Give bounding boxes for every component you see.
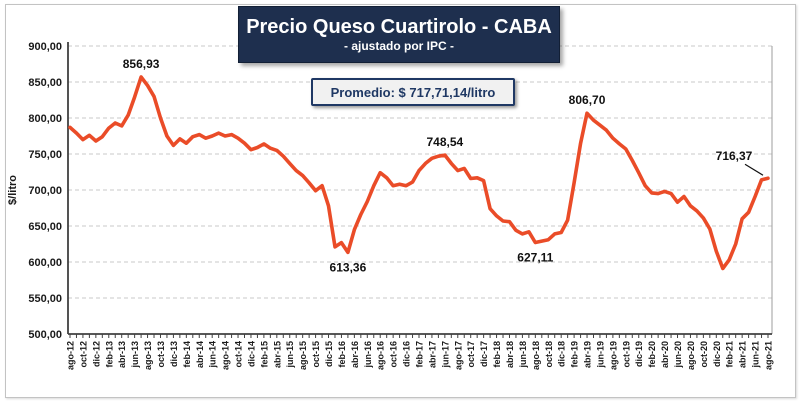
x-tick-label: jun-17	[440, 341, 450, 369]
x-tick-label: dic-19	[634, 341, 644, 367]
x-tick-label: feb-15	[259, 341, 269, 368]
x-tick-label: abr-13	[117, 341, 127, 368]
data-label-leader-line	[744, 163, 764, 176]
y-tick-label: 550,00	[28, 293, 62, 305]
x-tick-label: feb-20	[647, 341, 657, 368]
x-tick-label: jun-19	[595, 341, 605, 369]
x-tick-label: abr-15	[272, 341, 282, 368]
average-annotation: Promedio: $ 717,71,14/litro	[311, 78, 515, 106]
data-label: 716,37	[716, 149, 753, 163]
x-tick-label: oct-13	[156, 341, 166, 368]
x-tick-label: feb-13	[104, 341, 114, 368]
chart-title: Precio Queso Cuartirolo - CABA	[246, 15, 552, 38]
x-tick-label: ago-18	[531, 341, 541, 370]
x-tick-label: oct-15	[311, 341, 321, 368]
x-tick-label: feb-17	[415, 341, 425, 368]
x-tick-label: ago-21	[764, 341, 774, 370]
x-tick-label: dic-20	[712, 341, 722, 367]
x-tick-label: abr-16	[350, 341, 360, 368]
x-tick-label: jun-13	[130, 341, 140, 369]
x-tick-label: dic-13	[169, 341, 179, 367]
data-label: 627,11	[517, 250, 553, 264]
x-tick-label: dic-14	[246, 341, 256, 367]
x-tick-label: oct-19	[621, 341, 631, 368]
x-axis-labels: ago-12 oct-12 dic-12 feb-13 abr-13 jun-13 ago-…	[66, 341, 774, 370]
x-tick-label: jun-20	[673, 341, 683, 369]
chart-frame	[5, 4, 796, 398]
y-tick-label: 650,00	[28, 221, 62, 233]
x-tick-label: dic-12	[91, 341, 101, 367]
x-tick-label: feb-16	[337, 341, 347, 368]
y-tick-label: 700,00	[28, 185, 62, 197]
x-tick-label: abr-14	[195, 341, 205, 368]
x-tick-label: abr-21	[738, 341, 748, 368]
x-tick-label: feb-14	[182, 341, 192, 368]
x-tick-label: oct-18	[544, 341, 554, 368]
x-tick-label: ago-20	[686, 341, 696, 370]
x-tick-label: oct-17	[466, 341, 476, 368]
axes	[67, 42, 772, 335]
x-tick-label: oct-20	[699, 341, 709, 368]
x-tick-label: abr-20	[660, 341, 670, 368]
data-label: 748,54	[427, 135, 464, 149]
chart-subtitle: - ajustado por IPC -	[343, 38, 454, 53]
y-tick-label: 850,00	[28, 77, 62, 89]
x-tick-label: jun-18	[518, 341, 528, 369]
x-tick-label: abr-18	[505, 341, 515, 368]
x-tick-label: ago-17	[453, 341, 463, 370]
x-tick-label: dic-18	[557, 341, 567, 367]
x-tick-label: ago-13	[143, 341, 153, 370]
x-tick-label: feb-21	[725, 341, 735, 368]
x-tick-label: jun-14	[208, 341, 218, 369]
x-tick-label: jun-15	[285, 341, 295, 369]
data-label: 856,93	[123, 57, 160, 71]
x-tick-label: ago-16	[376, 341, 386, 370]
x-tick-label: oct-12	[78, 341, 88, 368]
chart-title-box: Precio Queso Cuartirolo - CABA - ajustad…	[238, 6, 560, 63]
y-tick-label: 750,00	[28, 149, 62, 161]
data-point-labels: 856,93 613,36 748,54 627,11 806,70 716,37	[123, 57, 764, 274]
x-tick-label: dic-16	[402, 341, 412, 367]
price-series-line	[68, 75, 770, 271]
x-tick-label: feb-19	[570, 341, 580, 368]
x-tick-label: feb-18	[492, 341, 502, 368]
x-tick-label: dic-17	[479, 341, 489, 367]
x-tick-label: dic-15	[324, 341, 334, 367]
x-tick-label: ago-14	[221, 341, 231, 370]
y-tick-label: 600,00	[28, 257, 62, 269]
y-axis-labels: 500,00 550,00 600,00 650,00 700,00 750,00 800,…	[28, 41, 62, 341]
x-tick-label: oct-14	[234, 341, 244, 368]
data-label: 613,36	[330, 260, 367, 274]
x-tick-label: jun-16	[363, 341, 373, 369]
x-tick-label: abr-17	[427, 341, 437, 368]
x-tick-label: ago-15	[298, 341, 308, 370]
y-tick-label: 900,00	[28, 41, 62, 53]
x-tick-label: ago-12	[66, 341, 76, 370]
y-axis-title: $/litro	[7, 175, 19, 205]
y-tick-label: 500,00	[28, 329, 62, 341]
x-axis-ticks	[69, 334, 769, 338]
y-tick-label: 800,00	[28, 113, 62, 125]
x-tick-label: oct-16	[389, 341, 399, 368]
x-tick-label: abr-19	[583, 341, 593, 368]
x-tick-label: jun-21	[751, 341, 761, 369]
x-tick-label: ago-19	[608, 341, 618, 370]
data-label: 806,70	[569, 93, 606, 107]
